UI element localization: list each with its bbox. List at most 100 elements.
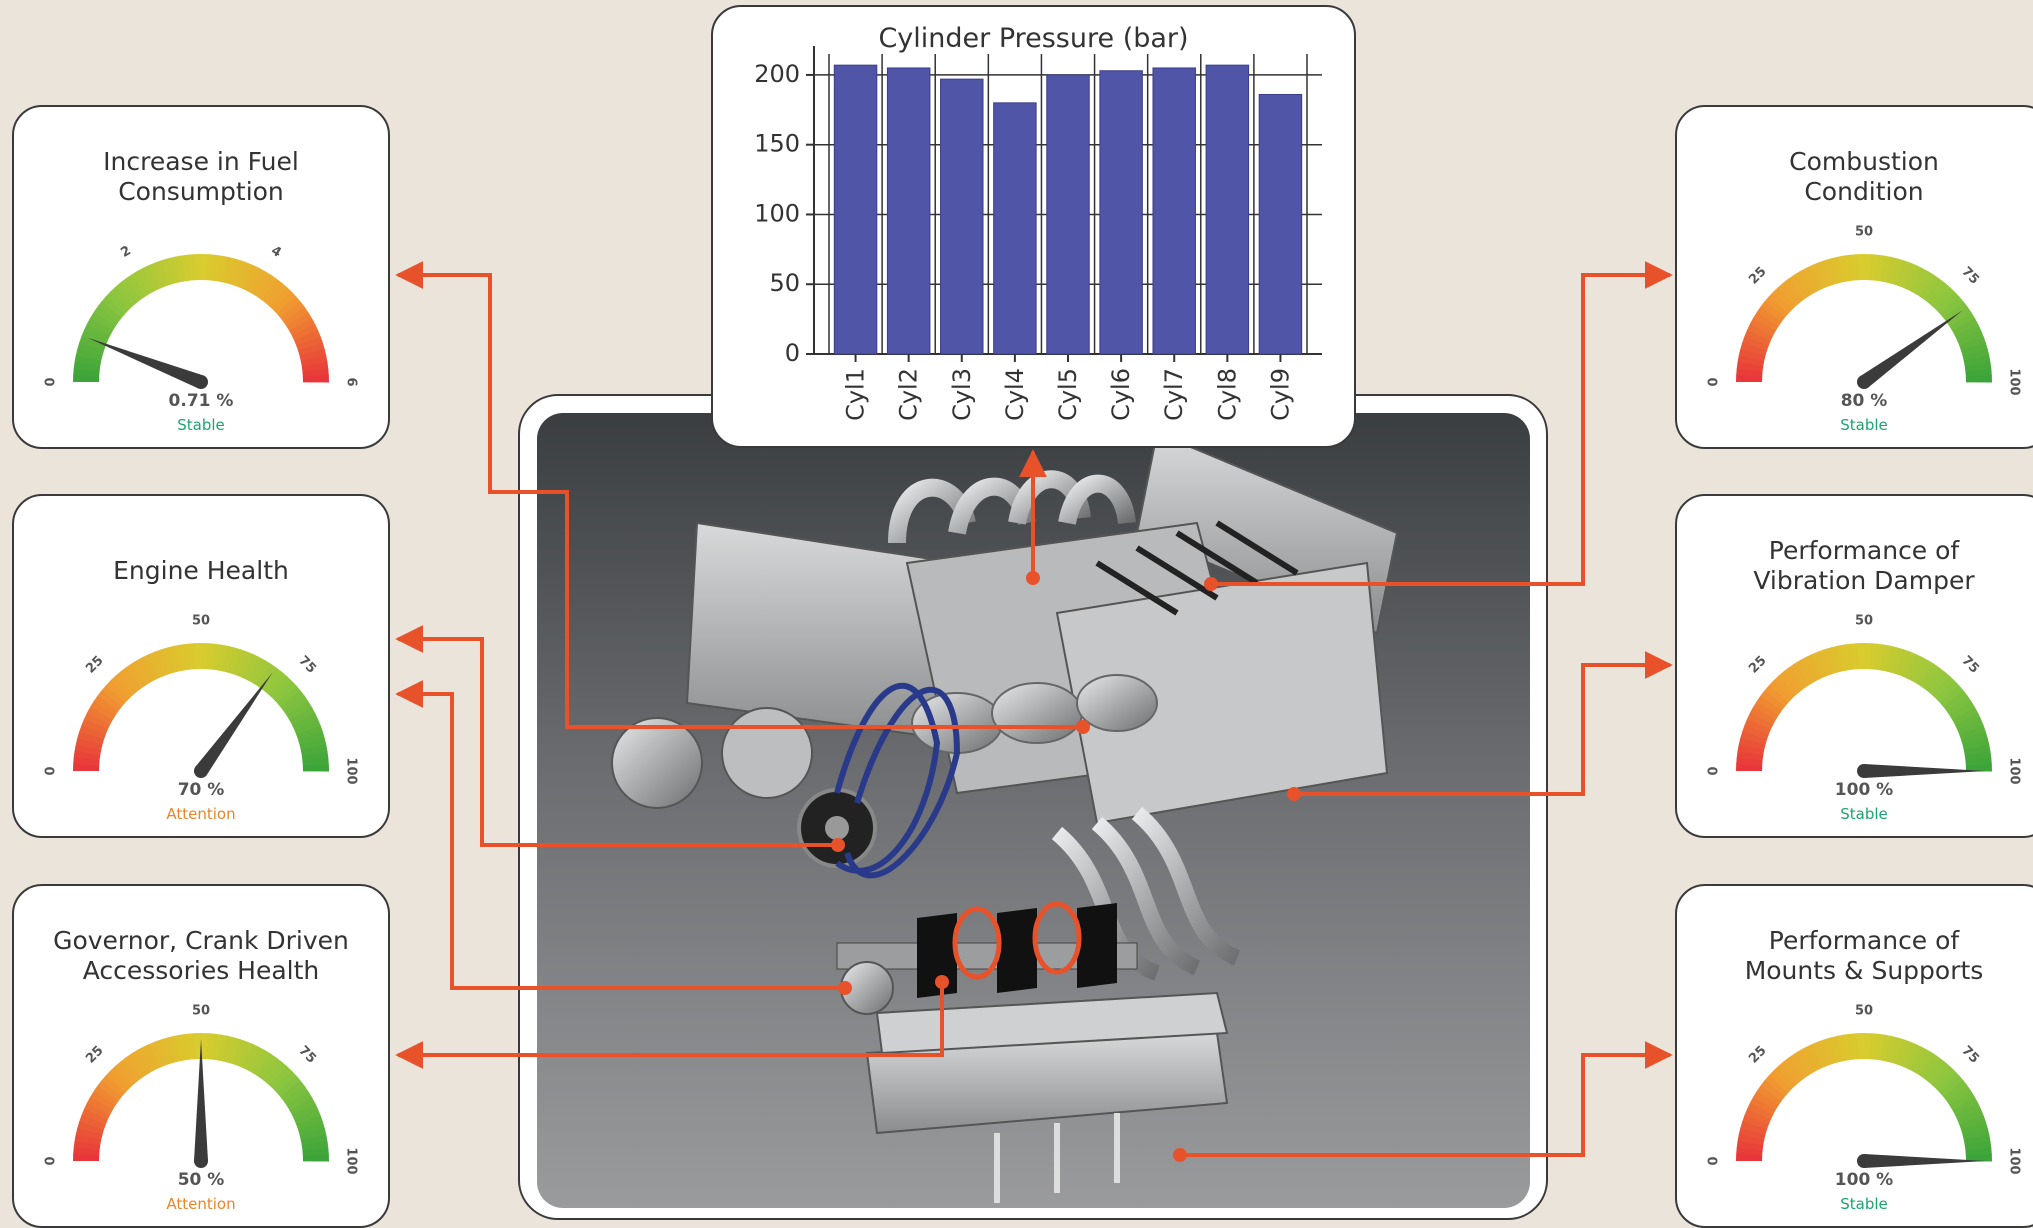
- gauge-arc-segment: [302, 368, 329, 378]
- gauge-arc-segment: [1783, 1057, 1805, 1082]
- gauge-arc-segment: [73, 763, 100, 771]
- gauge-arc-segment: [1800, 1046, 1819, 1073]
- gauge-arc-segment: [120, 667, 142, 692]
- gauge-arc-segment: [1932, 286, 1955, 311]
- gauge-arc-segment: [1952, 707, 1979, 726]
- gauge-arc-segment: [247, 1046, 266, 1073]
- gauge-needle-hub: [1857, 764, 1871, 778]
- gauge-arc-segment: [227, 1037, 242, 1065]
- gauge-arc-segment: [1744, 718, 1771, 735]
- gauge-arc-segment: [1959, 725, 1986, 740]
- gauge-arc-segment: [1900, 651, 1917, 678]
- gauge-arc-segment: [296, 1115, 323, 1130]
- gauge-tick-label: 50: [192, 614, 210, 629]
- gauge-arc-segment: [232, 260, 248, 287]
- gauge-arc-segment: [187, 1033, 197, 1060]
- gauge-arc-segment: [115, 671, 138, 696]
- gauge-arc-segment: [1895, 649, 1911, 676]
- gauge-arc-segment: [81, 1108, 108, 1125]
- gauge-status: Attention: [166, 1195, 235, 1213]
- gauge-arc-segment: [73, 1153, 100, 1161]
- gauge-arc-segment: [120, 278, 142, 303]
- gauge-arc-segment: [97, 301, 122, 323]
- gauge-arc-segment: [1963, 1134, 1991, 1146]
- gauge-arc-segment: [280, 690, 305, 712]
- gauge-status: Stable: [177, 416, 225, 434]
- gauge-arc-segment: [1905, 654, 1923, 681]
- gauge-arc-segment: [1952, 318, 1979, 337]
- gauge-card-fuel-consumption[interactable]: Increase in Fuel Consumption 0 2 4 6 0.71 % S…: [12, 105, 390, 449]
- gauge-status: Stable: [1840, 1195, 1888, 1213]
- gauge-title: Engine Health: [113, 556, 289, 585]
- gauge-arc-segment: [300, 744, 328, 756]
- chart-title: Cylinder Pressure (bar): [878, 23, 1189, 54]
- gauge-tick-label: 75: [295, 1043, 318, 1066]
- gauge-arc-segment: [97, 1080, 122, 1102]
- gauge-arc-segment: [1900, 1041, 1917, 1068]
- gauge-arc-segment: [77, 341, 105, 356]
- gauge-card-engine-health[interactable]: Engine Health 0 25 50 75 100 70 % Attention: [12, 494, 390, 838]
- y-tick-label: 50: [769, 269, 800, 297]
- gauge-arc-segment: [1768, 1070, 1793, 1093]
- gauge-arc-segment: [1768, 291, 1793, 314]
- gauge-card-mounts-supports[interactable]: Performance of Mounts & Supports 0 25 50 75…: [1675, 884, 2033, 1228]
- gauge-arc-segment: [1957, 1108, 1984, 1125]
- gauge-arc-segment: [232, 649, 248, 676]
- gauge-arc-segment: [273, 680, 297, 704]
- gauge-arc-segment: [260, 1057, 282, 1082]
- gauge-arc-segment: [283, 695, 309, 716]
- gauge-arc-segment: [1890, 258, 1905, 286]
- gauge-arc-segment: [180, 254, 191, 282]
- gauge-arc-segment: [301, 750, 329, 761]
- gauge-card-governor-health[interactable]: Governor, Crank Driven Accessories Healt…: [12, 884, 390, 1228]
- gauge-arc-segment: [1830, 256, 1844, 284]
- gauge-needle-hub: [1857, 375, 1871, 389]
- gauge-arc-segment: [1965, 1154, 1992, 1162]
- gauge-arc-segment: [1738, 737, 1766, 750]
- engine-3d-view[interactable]: [537, 413, 1530, 1208]
- gauge-arc-segment: [222, 645, 235, 673]
- gauge-arc-segment: [161, 1037, 175, 1064]
- gauge-arc-segment: [101, 295, 126, 318]
- gauge-arc-segment: [1864, 643, 1872, 670]
- gauge-card-vibration-damper[interactable]: Performance of Vibration Damper 0 25 50 75 1…: [1675, 494, 2033, 838]
- crank-pulley: [840, 961, 894, 1015]
- gauge-arc-segment: [1850, 643, 1860, 670]
- gauge-arc-segment: [1915, 1050, 1935, 1076]
- gauge-arc-segment: [242, 1044, 260, 1071]
- bar-cyl9: [1258, 93, 1303, 355]
- gauge-arc-segment: [1737, 1133, 1765, 1146]
- gauge-arc-segment: [1756, 306, 1782, 327]
- gauge-arc-segment: [280, 301, 305, 323]
- gauge-arc-segment: [211, 643, 222, 671]
- gauge-tick-label: 25: [83, 653, 106, 676]
- gauge-arc-segment: [194, 1033, 202, 1060]
- gauge-tick-label: 0: [1707, 377, 1722, 386]
- gauge-arc-segment: [1959, 336, 1986, 351]
- gauge-arc-segment: [1818, 1039, 1833, 1066]
- gauge-arc-segment: [299, 1127, 327, 1141]
- gauge-card-combustion-condition[interactable]: Combustion Condition 0 25 50 75 100 80 % Stabl…: [1675, 105, 2033, 449]
- gauge-arc-segment: [1830, 1035, 1844, 1063]
- gauge-arc-segment: [1923, 667, 1945, 692]
- gauge-arc-segment: [174, 255, 186, 283]
- gauge-arc-segment: [1928, 1061, 1951, 1086]
- cylinder-pressure-chart-card[interactable]: Cylinder Pressure (bar) 0 50 100 150 200 Cyl1…: [711, 5, 1356, 448]
- gauge-arc-segment: [110, 1065, 134, 1089]
- bar-cyl4: [993, 102, 1037, 355]
- gauge-arc-segment: [283, 1085, 309, 1106]
- gauge-arc-segment: [1874, 1033, 1885, 1061]
- gauge-needle: [1864, 764, 1986, 778]
- gauge-arc-segment: [105, 291, 130, 314]
- gauge-tick-label: 0: [44, 766, 59, 775]
- mount-bolts: [994, 1113, 1120, 1203]
- gauge-arc-segment: [142, 653, 160, 681]
- gauge-tick-label: 50: [1855, 225, 1873, 240]
- gauge-arc-segment: [1857, 643, 1865, 670]
- gauge-arc-segment: [201, 1033, 209, 1060]
- gauge-arc-segment: [1824, 258, 1838, 285]
- gauge-arc-segment: [232, 1039, 248, 1066]
- x-tick-label: Cyl1: [842, 368, 870, 421]
- gauge-dial: 0 25 50 75 100 80 % Stable: [1707, 225, 2022, 435]
- gauge-arc-segment: [1910, 1046, 1929, 1073]
